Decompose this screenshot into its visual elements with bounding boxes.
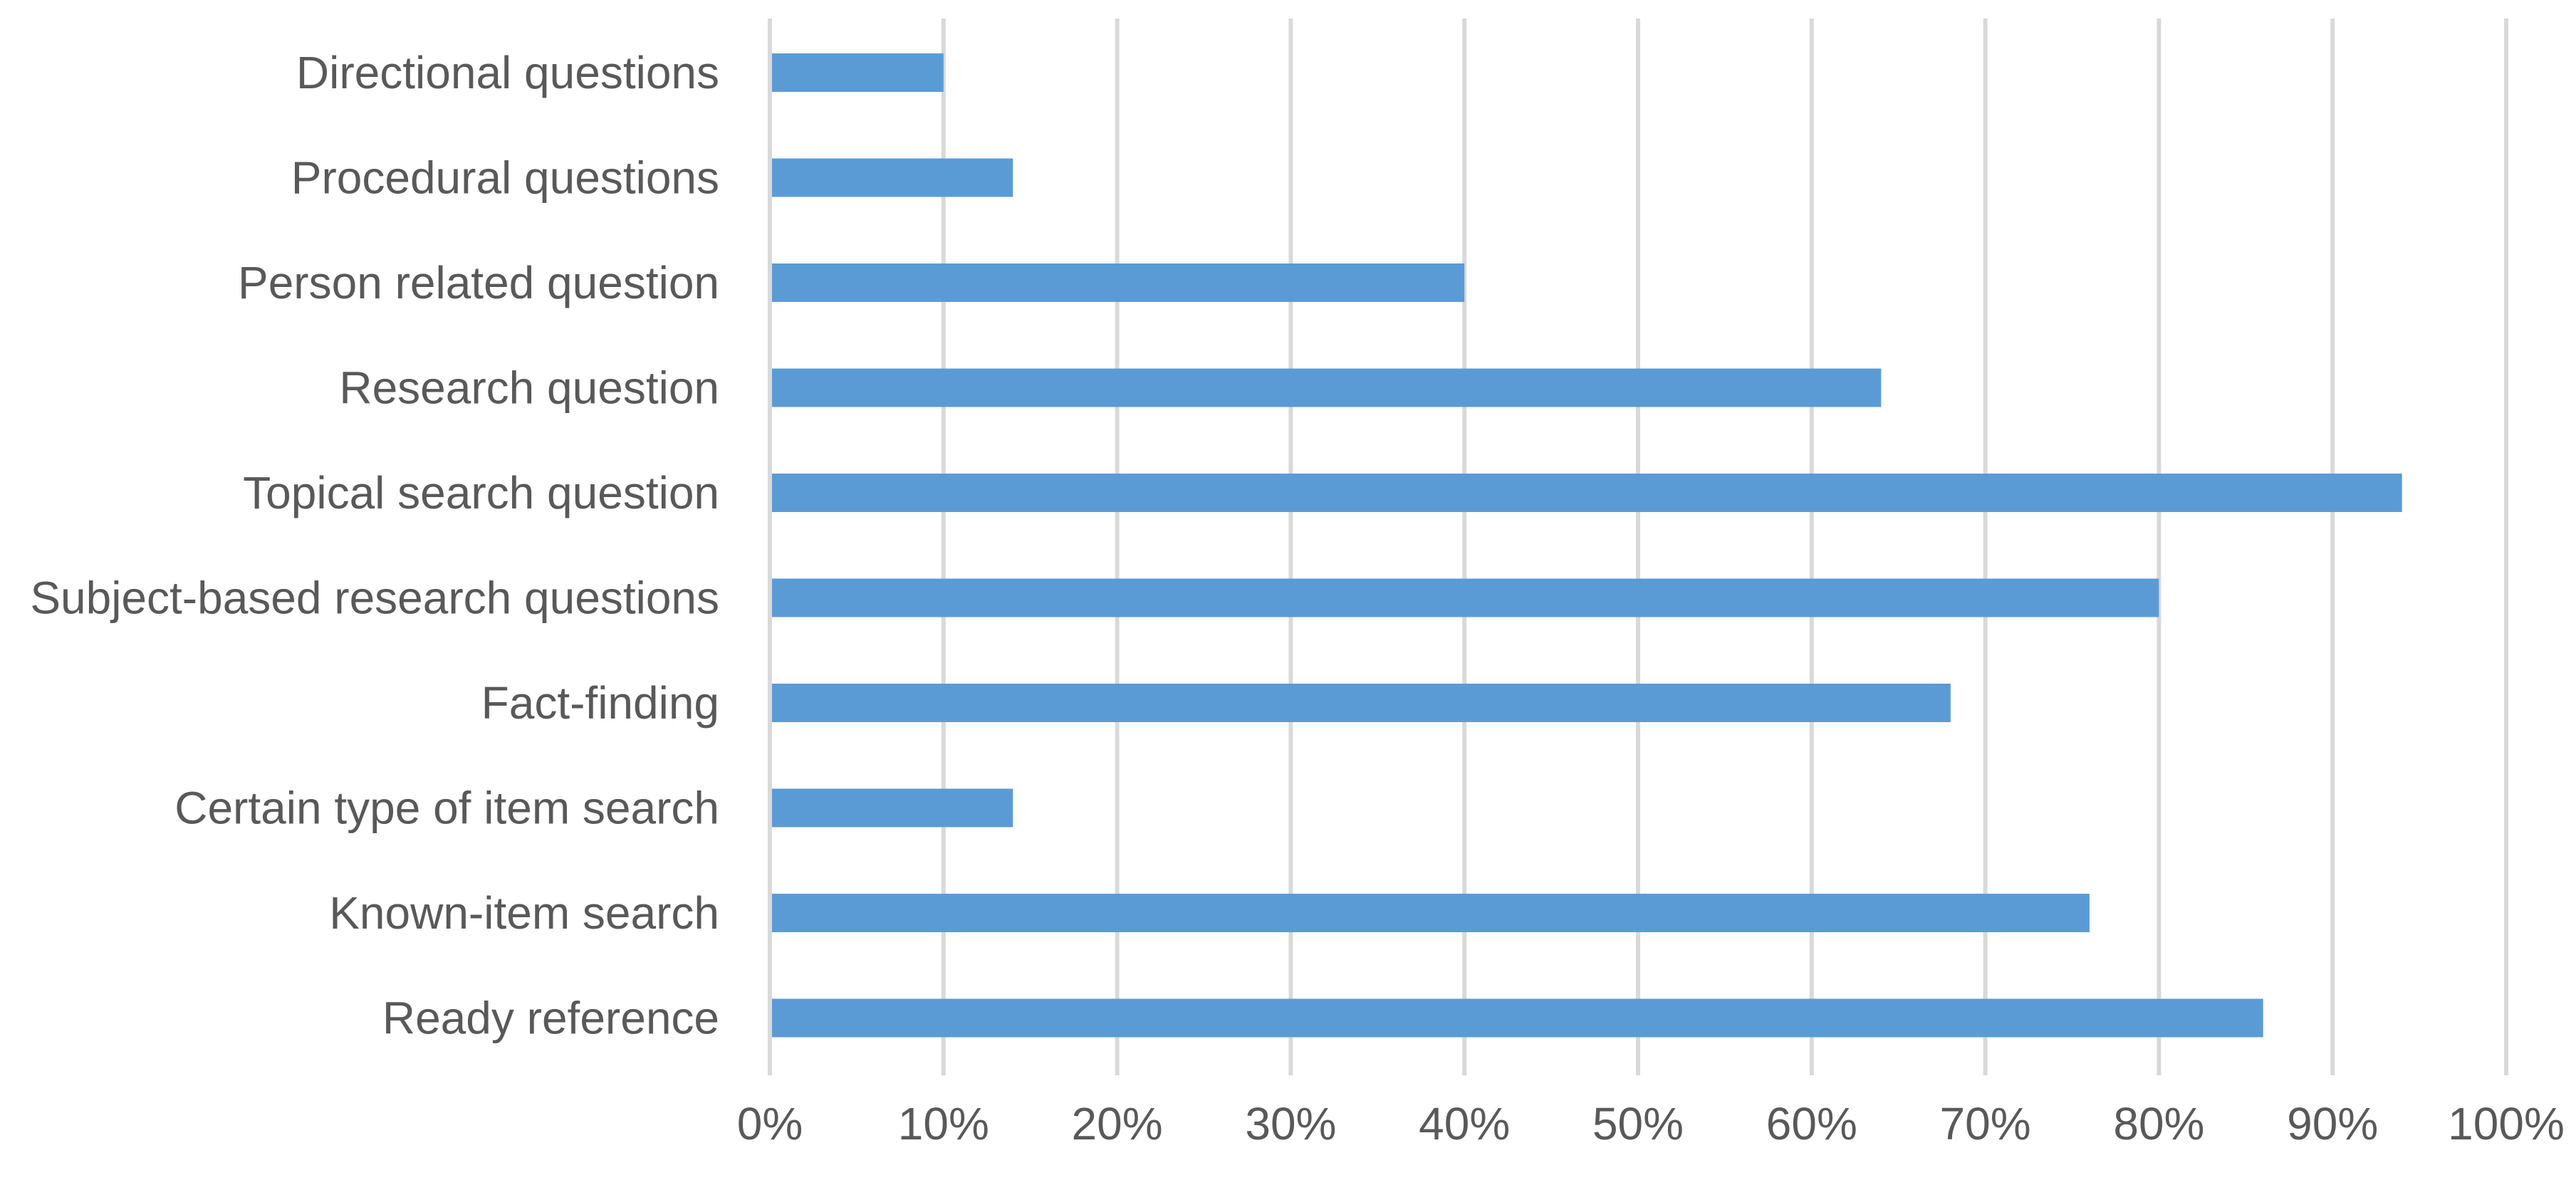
x-tick-label: 30% [1245,1098,1336,1149]
x-tick-label: 0% [737,1098,803,1149]
category-label: Subject-based research questions [30,573,719,624]
bar [772,578,2159,617]
bar [772,894,2090,932]
category-label: Ready reference [382,993,719,1044]
category-label: Topical search question [243,467,719,518]
category-label: Certain type of item search [174,783,719,834]
x-tick-label: 70% [1940,1098,2031,1149]
x-tick-label: 40% [1419,1098,1510,1149]
bar [772,998,2263,1038]
bar [772,263,1465,302]
category-label: Directional questions [296,47,719,98]
x-tick-label: 80% [2113,1098,2204,1149]
category-label: Person related question [238,257,719,308]
x-tick-label: 50% [1592,1098,1684,1149]
x-axis-tick-labels: 0% 10% 20% 30% 40% 50% 60% 70% 80% 90% 100% [737,1098,2565,1149]
x-tick-label: 10% [898,1098,989,1149]
x-tick-label: 100% [2448,1098,2565,1149]
bar [772,684,1951,722]
bar [772,788,1013,828]
bars [772,53,2402,1038]
bar [772,474,2402,512]
x-tick-label: 20% [1072,1098,1163,1149]
bar [772,158,1013,197]
category-label: Research question [339,362,719,414]
bar [772,368,1882,407]
bar [772,53,944,92]
category-label: Procedural questions [291,152,719,204]
category-label: Known-item search [329,887,719,939]
x-tick-label: 60% [1766,1098,1857,1149]
category-labels: Directional questions Procedural question… [30,47,719,1044]
x-tick-label: 90% [2287,1098,2378,1149]
category-label: Fact-finding [481,677,719,729]
